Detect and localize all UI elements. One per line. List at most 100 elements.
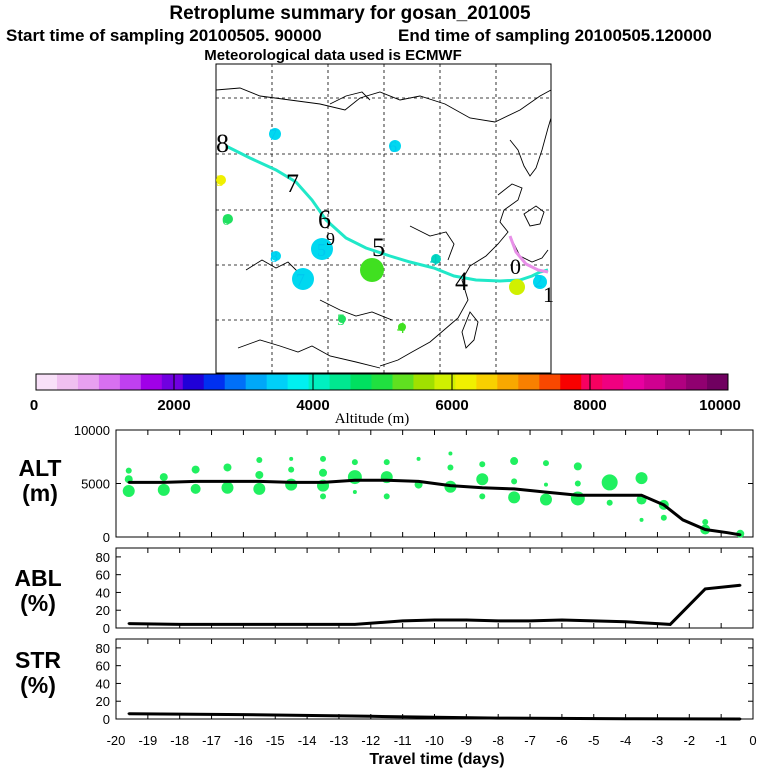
- map-marker-label: 0: [510, 254, 521, 279]
- str-data-point: [127, 712, 130, 715]
- altitude-spread-point: [320, 455, 327, 462]
- alt-data-point: [385, 479, 388, 482]
- str-data-point: [242, 713, 245, 716]
- map-bubble: [269, 128, 281, 140]
- y-tick-label: 80: [96, 641, 110, 656]
- colorbar-swatch: [434, 374, 456, 390]
- map-bubble: [360, 258, 384, 282]
- colorbar-swatch: [36, 374, 58, 390]
- altitude-spread-point: [448, 451, 453, 456]
- colorbar-tick: 8000: [573, 397, 606, 414]
- altitude-spread-point: [639, 517, 644, 522]
- chart-panel-str: 80 60 40 20 0: [96, 639, 754, 727]
- altitude-spread-point: [539, 493, 552, 506]
- colorbar-swatch: [140, 374, 163, 390]
- abl-data-point: [528, 619, 532, 623]
- abl-panel-frame: [115, 547, 754, 629]
- y-tick-label: 60: [96, 659, 110, 674]
- alt-data-point: [417, 480, 420, 483]
- abl-data-point: [624, 620, 627, 623]
- map-marker-label: 7: [296, 270, 305, 290]
- map-bubble: [311, 238, 333, 260]
- x-tick-label: -20: [107, 733, 126, 748]
- alt-data-point: [289, 481, 293, 484]
- colorbar-swatch: [371, 374, 393, 390]
- colorbar-swatch: [224, 374, 247, 390]
- map-marker-label: 3: [511, 277, 520, 297]
- alt-data-point: [194, 480, 197, 483]
- colorbar-swatch: [266, 374, 289, 390]
- x-tick-label: -5: [588, 733, 600, 748]
- alt-series-line: [128, 478, 741, 537]
- altitude-spread-point: [511, 478, 518, 485]
- altitude-spread-point: [543, 482, 548, 487]
- colorbar-swatch: [413, 374, 435, 390]
- x-tick-label: -14: [298, 733, 317, 748]
- altitude-spread-point: [542, 460, 549, 467]
- altitude-spread-point: [255, 470, 264, 479]
- altitude-spread-point: [479, 461, 486, 468]
- altitude-spread-point: [159, 473, 168, 482]
- map-frame: [215, 63, 552, 374]
- altitude-spread-point: [122, 484, 135, 497]
- x-tick-label: -15: [266, 733, 285, 748]
- y-tick-label: 5000: [81, 477, 110, 492]
- abl-data-point: [656, 622, 659, 625]
- x-tick-label: -7: [524, 733, 536, 748]
- altitude-spread-point: [191, 465, 200, 474]
- str-panel-unit: (%): [20, 672, 56, 698]
- x-tick-label: -16: [234, 733, 253, 748]
- map-marker-label: 9: [326, 229, 335, 249]
- colorbar-swatch: [77, 374, 100, 390]
- str-data-point: [497, 716, 500, 720]
- map-marker-label: 4: [430, 252, 438, 269]
- colorbar-major-dividers: [173, 374, 591, 390]
- x-tick-label: -18: [170, 733, 189, 748]
- colorbar-swatch: [203, 374, 226, 390]
- alt-data-point: [704, 528, 707, 531]
- altitude-spread-point: [660, 514, 667, 521]
- panel-frames: [115, 429, 754, 720]
- colorbar-swatches: [36, 374, 729, 390]
- map-marker-label: 2: [534, 271, 543, 291]
- altitude-spread-point: [383, 493, 390, 500]
- colorbar-swatch: [308, 374, 331, 390]
- map-marker-label: 1: [543, 282, 554, 307]
- altitude-spread-point: [573, 462, 582, 471]
- altitude-spread-point: [601, 474, 618, 491]
- chart-panel-alt: 10000 5000 0: [74, 423, 754, 545]
- x-tick-label: -3: [652, 733, 664, 748]
- abl-data-point: [560, 618, 564, 622]
- map-bubble: [509, 279, 525, 295]
- colorbar-swatch: [161, 374, 184, 390]
- map-bubble: [216, 175, 226, 185]
- alt-panel-label: ALT: [18, 455, 61, 481]
- y-tick-label: 0: [103, 530, 110, 545]
- abl-data-point: [242, 623, 245, 626]
- altitude-spread-point: [476, 473, 489, 486]
- x-tick-label: -19: [138, 733, 157, 748]
- chart-panel-abl: 80 60 40 20 0: [96, 548, 754, 636]
- colorbar-swatch: [539, 374, 561, 390]
- colorbar-tick: 4000: [296, 397, 329, 414]
- map-marker-label: 4: [397, 320, 405, 337]
- colorbar-swatch: [182, 374, 205, 390]
- y-tick-label: 20: [96, 603, 110, 618]
- map-bubble: [338, 315, 346, 323]
- alt-data-point: [739, 533, 742, 537]
- alt-data-point: [481, 486, 484, 489]
- abl-data-point: [739, 584, 742, 587]
- colorbar-swatch: [665, 374, 687, 390]
- str-series-line: [128, 712, 741, 721]
- x-tick-label: -2: [684, 733, 696, 748]
- x-tick-label: -9: [461, 733, 473, 748]
- y-tick-label: 80: [96, 550, 110, 565]
- abl-data-point: [305, 623, 309, 626]
- colorbar-swatch: [644, 374, 666, 390]
- map-marker-label: 5: [216, 173, 224, 190]
- colorbar-swatch: [98, 374, 121, 390]
- alt-data-point: [321, 481, 325, 484]
- y-tick-label: 0: [103, 621, 110, 636]
- altitude-spread-point: [508, 491, 521, 504]
